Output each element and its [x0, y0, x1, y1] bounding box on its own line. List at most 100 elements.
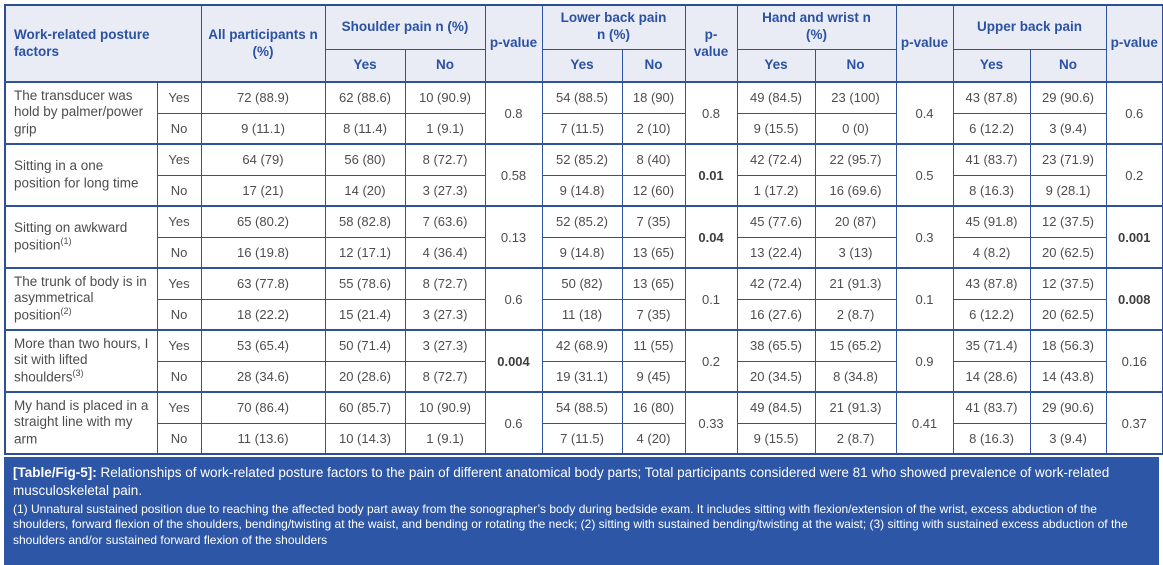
subheader-lower-back-no: No: [621, 48, 686, 83]
data-cell: 14 (28.6): [952, 360, 1031, 393]
table-row: No 9 (11.1) 8 (11.4) 1 (9.1) 7 (11.5) 2 …: [5, 112, 1163, 145]
factor-cell: Sitting in a one position for long time: [4, 143, 158, 207]
data-cell: 8 (72.7): [404, 143, 486, 176]
table-body: The transducer was hold by palmer/power …: [4, 81, 1163, 455]
data-cell: 20 (62.5): [1029, 298, 1107, 331]
data-cell: 53 (65.4): [200, 329, 326, 362]
data-cell: 29 (90.6): [1029, 391, 1107, 424]
factor-label: Sitting in a one position for long time: [14, 157, 139, 191]
table-row: The transducer was hold by palmer/power …: [4, 81, 1163, 145]
data-cell: 12 (37.5): [1029, 205, 1107, 238]
factor-label: Sitting on awkward position: [14, 219, 128, 253]
table-row: More than two hours, I sit with lifted s…: [4, 329, 1163, 393]
data-cell: 4 (36.4): [404, 236, 486, 269]
data-cell: 18 (56.3): [1029, 329, 1107, 362]
yes-no-cell: No: [156, 236, 202, 269]
data-cell: 13 (65): [621, 267, 686, 300]
group-header-shoulder-pain: Shoulder pain n (%): [324, 4, 486, 50]
data-cell: 16 (19.8): [200, 236, 326, 269]
data-cell: 8 (40): [621, 143, 686, 176]
data-cell: 54 (88.5): [541, 391, 623, 424]
yes-no-cell: No: [156, 360, 202, 393]
p-value-cell: 0.37: [1105, 391, 1163, 455]
data-cell: 11 (55): [621, 329, 686, 362]
p-value-cell: 0.6: [1105, 81, 1163, 145]
data-cell: 55 (78.6): [324, 267, 406, 300]
factor-label: My hand is placed in a straight line wit…: [14, 397, 149, 447]
data-cell: 4 (20): [621, 422, 686, 455]
header-row-yes-no: Yes No Yes No Yes No Yes No: [5, 48, 1163, 83]
data-cell: 8 (16.3): [952, 174, 1031, 207]
group-header-label: Hand and wrist n (%): [762, 10, 871, 43]
data-cell: 9 (11.1): [200, 112, 326, 145]
table-row: My hand is placed in a straight line wit…: [4, 391, 1163, 455]
col-header-p-value-upper-back: p-value: [1105, 4, 1163, 83]
data-cell: 9 (45): [621, 360, 686, 393]
data-cell: 15 (65.2): [814, 329, 897, 362]
table-row: Sitting in a one position for long time …: [4, 143, 1163, 207]
factor-superscript: (2): [60, 306, 72, 317]
data-cell: 29 (90.6): [1029, 81, 1107, 114]
group-header-upper-back-pain: Upper back pain: [952, 4, 1107, 50]
data-cell: 52 (85.2): [541, 143, 623, 176]
data-cell: 7 (11.5): [541, 422, 623, 455]
p-value-cell: 0.3: [895, 205, 954, 269]
p-value-cell: 0.8: [484, 81, 543, 145]
data-cell: 7 (35): [621, 298, 686, 331]
yes-no-cell: No: [156, 112, 202, 145]
data-cell: 9 (28.1): [1029, 174, 1107, 207]
yes-no-cell: No: [156, 422, 202, 455]
data-cell: 8 (11.4): [324, 112, 406, 145]
data-cell: 4 (8.2): [952, 236, 1031, 269]
factor-cell: The trunk of body is in asymmetrical pos…: [4, 267, 158, 331]
data-cell: 64 (79): [200, 143, 326, 176]
yes-no-cell: Yes: [156, 143, 202, 176]
data-cell: 23 (100): [814, 81, 897, 114]
data-cell: 13 (65): [621, 236, 686, 269]
data-cell: 20 (62.5): [1029, 236, 1107, 269]
data-cell: 45 (91.8): [952, 205, 1031, 238]
data-cell: 3 (9.4): [1029, 112, 1107, 145]
data-cell: 20 (34.5): [736, 360, 816, 393]
data-cell: 58 (82.8): [324, 205, 406, 238]
p-value-cell: 0.5: [895, 143, 954, 207]
data-cell: 6 (12.2): [952, 112, 1031, 145]
data-cell: 8 (16.3): [952, 422, 1031, 455]
table-row: No 18 (22.2) 15 (21.4) 3 (27.3) 11 (18) …: [5, 298, 1163, 331]
p-value-cell: 0.13: [484, 205, 543, 269]
data-cell: 16 (69.6): [814, 174, 897, 207]
yes-no-cell: No: [156, 174, 202, 207]
group-header-hand-wrist: Hand and wrist n (%): [736, 4, 897, 50]
data-cell: 20 (87): [814, 205, 897, 238]
subheader-upper-back-no: No: [1029, 48, 1107, 83]
data-cell: 12 (37.5): [1029, 267, 1107, 300]
factor-superscript: (3): [72, 368, 84, 379]
subheader-hand-wrist-yes: Yes: [736, 48, 816, 83]
data-cell: 63 (77.8): [200, 267, 326, 300]
data-cell: 65 (80.2): [200, 205, 326, 238]
table-row: No 17 (21) 14 (20) 3 (27.3) 9 (14.8) 12 …: [5, 174, 1163, 207]
data-cell: 9 (14.8): [541, 174, 623, 207]
data-cell: 42 (68.9): [541, 329, 623, 362]
col-header-p-value-lower-back: p-value: [684, 4, 738, 83]
table-row: No 28 (34.6) 20 (28.6) 8 (72.7) 19 (31.1…: [5, 360, 1163, 393]
data-cell: 3 (13): [814, 236, 897, 269]
data-cell: 50 (82): [541, 267, 623, 300]
p-value-cell: 0.9: [895, 329, 954, 393]
yes-no-cell: Yes: [156, 205, 202, 238]
p-value-cell: 0.01: [684, 143, 738, 207]
data-cell: 1 (9.1): [404, 422, 486, 455]
p-value-cell: 0.2: [1105, 143, 1163, 207]
p-value-cell: 0.41: [895, 391, 954, 455]
factor-cell: More than two hours, I sit with lifted s…: [4, 329, 158, 393]
subheader-shoulder-no: No: [404, 48, 486, 83]
data-cell: 42 (72.4): [736, 143, 816, 176]
table-header: Work-related posture factors All partici…: [4, 4, 1163, 83]
data-cell: 14 (43.8): [1029, 360, 1107, 393]
figure-tag: [Table/Fig-5]:: [13, 465, 97, 480]
data-cell: 3 (27.3): [404, 174, 486, 207]
data-cell: 20 (28.6): [324, 360, 406, 393]
data-cell: 18 (90): [621, 81, 686, 114]
data-cell: 9 (15.5): [736, 112, 816, 145]
